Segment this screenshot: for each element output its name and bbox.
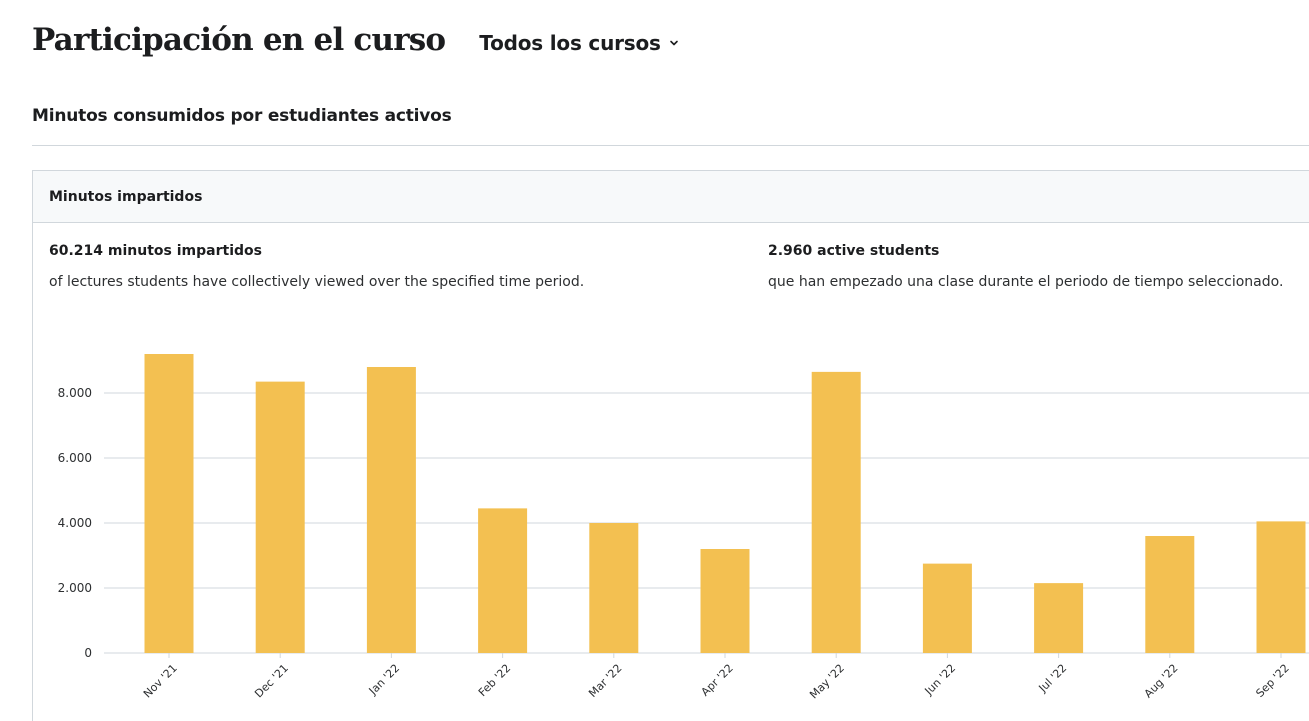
section-title: Minutos consumidos por estudiantes activ…	[32, 106, 452, 126]
section-divider	[32, 145, 1309, 146]
card-header: Minutos impartidos	[33, 171, 1309, 223]
students-stat-description: que han empezado una clase durante el pe…	[768, 274, 1284, 290]
page-header: Participación en el curso Todos los curs…	[32, 22, 679, 66]
minutes-card: Minutos impartidos 60.214 minutos impart…	[32, 170, 1309, 721]
chevron-down-icon	[669, 40, 678, 46]
card-title: Minutos impartidos	[49, 188, 203, 205]
course-selector-dropdown[interactable]: Todos los cursos	[479, 31, 678, 55]
students-stat: 2.960 active students que han empezado u…	[768, 243, 1283, 290]
page-title: Participación en el curso	[32, 22, 446, 58]
minutes-stat-description: of lectures students have collectively v…	[49, 274, 585, 290]
minutes-stat: 60.214 minutos impartidos of lectures st…	[49, 243, 584, 290]
students-stat-value: 2.960 active students	[768, 243, 940, 259]
course-selector-label: Todos los cursos	[479, 31, 661, 55]
minutes-stat-value: 60.214 minutos impartidos	[49, 243, 262, 259]
